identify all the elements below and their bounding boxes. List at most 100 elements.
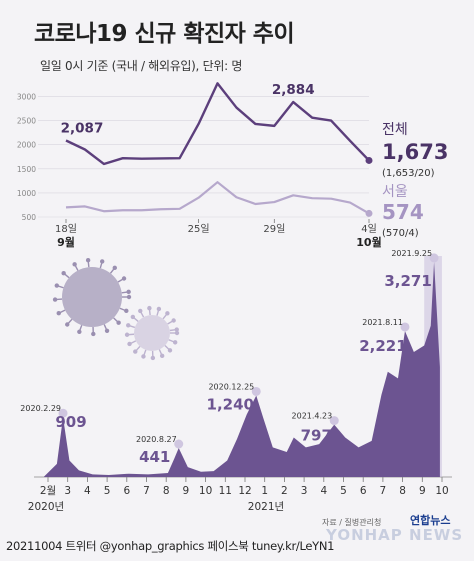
virus-spike-tip: [165, 311, 170, 316]
annotation-dot: [329, 416, 339, 426]
virus-spike-tip: [159, 353, 165, 359]
virus-spike-tip: [116, 320, 121, 325]
annotation-dot: [174, 439, 184, 449]
source-note: 자료 / 질병관리청: [322, 518, 382, 527]
series-line-seoul: [65, 181, 370, 215]
y-tick-label: 500: [22, 213, 37, 222]
value-total: 1,673: [382, 140, 448, 164]
annotation-date: 2020.8.27: [136, 435, 177, 444]
x-tick-label: 6: [360, 485, 367, 497]
credit-line: 20211004 트위터 @yonhap_graphics 페이스북 tuney…: [6, 539, 335, 553]
virus-spike-tip: [138, 308, 143, 314]
virus-spike-tip: [72, 262, 77, 267]
virus-spike-tip: [127, 341, 132, 347]
annotation-value: 441: [139, 448, 170, 466]
series-line-total: [65, 82, 370, 166]
virus-spike-tip: [126, 294, 132, 300]
year-label: 2020년: [28, 501, 64, 513]
virus-spike-tip: [126, 323, 131, 328]
virus-illustration: [52, 258, 180, 361]
virus-spike-tip: [56, 311, 61, 316]
virus-spike-tip: [85, 258, 91, 263]
annotation-date: 2021.9.25: [391, 249, 432, 258]
x-tick-label: 3: [64, 485, 71, 497]
x-tick-label: 9: [419, 485, 426, 497]
x-tick-label: 7: [380, 485, 387, 497]
virus-spike-tip: [174, 330, 180, 336]
annotation-date: 2021.8.11: [362, 318, 403, 327]
x-tick-label: 5: [340, 485, 347, 497]
y-tick-label: 3000: [17, 92, 36, 101]
area-series: [44, 261, 440, 477]
virus-spike-tip: [54, 283, 60, 288]
virus-spike-tip: [171, 318, 176, 323]
x-tick-label: 7: [143, 485, 150, 497]
virus-spike-tip: [141, 354, 146, 359]
virus-spike-tip: [52, 297, 58, 302]
x-tick-label: 4: [84, 485, 91, 497]
x-tick-label: 2: [281, 485, 288, 497]
chart-subtitle: 일일 0시 기준 (국내 / 해외유입), 단위: 명: [40, 59, 243, 73]
y-tick-label: 1000: [17, 189, 36, 198]
x-tick-label: 4일: [361, 223, 377, 235]
x-tick-label: 6: [123, 485, 130, 497]
virus-body: [62, 267, 122, 327]
recent-line-chart: 500100015002000250030002,0873,2712,884전체…: [17, 82, 449, 249]
y-tick-label: 2500: [17, 117, 36, 126]
virus-large: [52, 258, 132, 337]
virus-spike-tip: [121, 276, 127, 281]
x-month-label: 9월: [57, 235, 75, 249]
virus-spike-tip: [124, 332, 130, 337]
detail-total: (1,653/20): [382, 168, 435, 179]
annotation-dot: [429, 253, 439, 263]
virus-spike-tip: [126, 289, 131, 295]
virus-spike-tip: [61, 271, 66, 276]
data-label: 2,087: [61, 120, 104, 136]
annotation-value: 797: [301, 427, 332, 445]
virus-spike-tip: [77, 329, 82, 334]
y-tick-label: 2000: [17, 141, 36, 150]
x-tick-label: 3: [301, 485, 308, 497]
x-tick-label: 2월: [40, 485, 56, 497]
x-tick-label: 5: [104, 485, 111, 497]
virus-spike-tip: [150, 355, 156, 361]
annotation-dot: [400, 322, 410, 332]
series-end-point: [365, 209, 373, 217]
virus-spike-tip: [172, 340, 178, 345]
virus-body: [134, 315, 170, 351]
x-month-label: 10월: [356, 235, 381, 249]
annotation-value: 3,271: [384, 272, 431, 290]
legend-seoul: 서울: [382, 184, 408, 200]
detail-seoul: (570/4): [382, 228, 419, 239]
x-tick-label: 8: [163, 485, 170, 497]
x-tick-label: 18일: [55, 223, 77, 235]
x-tick-label: 10: [199, 485, 212, 497]
virus-spike-tip: [174, 327, 179, 332]
annotation-dot: [58, 408, 68, 418]
annotation-value: 909: [55, 413, 86, 431]
chart-title: 코로나19 신규 확진자 추이: [34, 21, 295, 47]
annotation-value: 1,240: [207, 395, 254, 413]
annotation-value: 2,221: [359, 337, 406, 355]
annotation-date: 2020.2.29: [20, 404, 61, 413]
virus-spike-tip: [99, 259, 105, 264]
x-tick-label: 11: [219, 485, 232, 497]
annotation-dot: [251, 386, 261, 396]
virus-spike-tip: [65, 322, 70, 327]
data-label: 2,884: [272, 82, 315, 98]
virus-spike-tip: [147, 305, 152, 311]
virus-spike-tip: [156, 306, 162, 312]
watermark: YONHAP NEWS: [326, 526, 464, 544]
series-end-point: [365, 156, 373, 164]
x-tick-label: 12: [238, 485, 251, 497]
virus-spike-tip: [130, 314, 136, 320]
x-tick-label: 8: [399, 485, 406, 497]
x-tick-label: 1: [261, 485, 268, 497]
yonhap-logo: 연합뉴스: [410, 514, 451, 527]
x-tick-label: 25일: [188, 223, 210, 235]
legend-total: 전체: [382, 122, 408, 138]
virus-small: [124, 305, 180, 361]
virus-spike-tip: [91, 331, 96, 337]
x-tick-label: 10: [435, 485, 448, 497]
